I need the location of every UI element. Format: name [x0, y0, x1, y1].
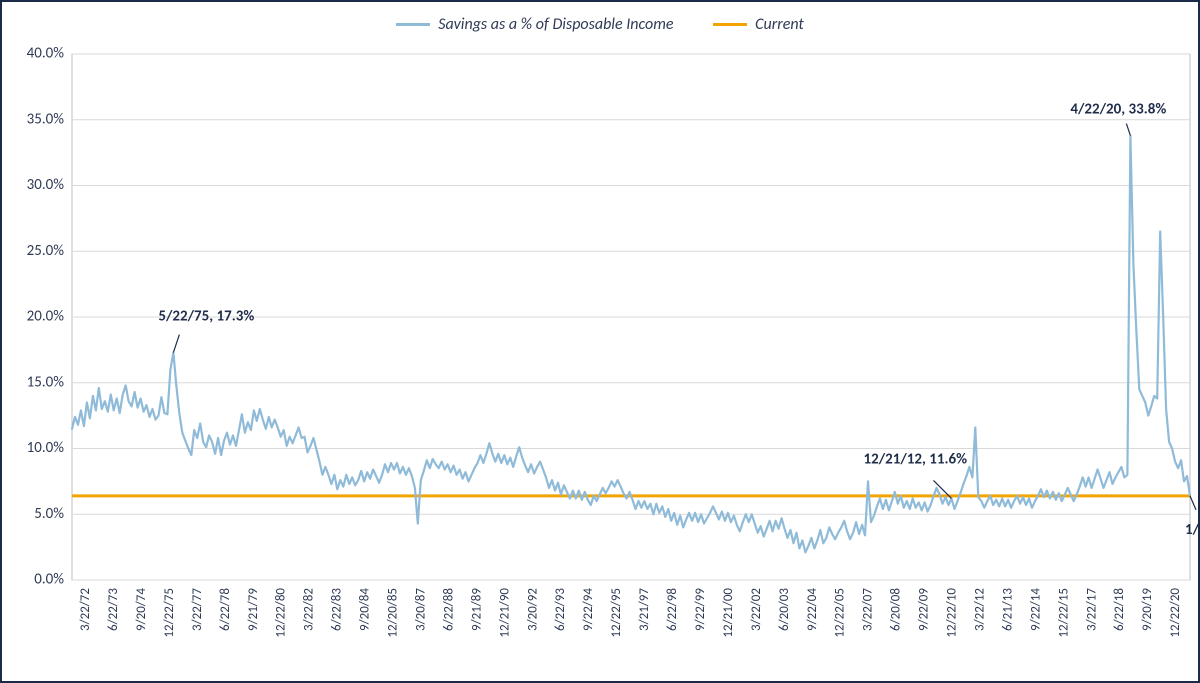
x-tick-label: 9/22/09: [917, 588, 932, 631]
x-tick-label: 6/22/88: [441, 588, 456, 631]
x-tick-label: 9/20/74: [134, 588, 149, 631]
x-tick-label: 12/22/15: [1056, 588, 1071, 638]
y-tick-label: 20.0%: [27, 308, 65, 326]
x-tick-label: 3/22/77: [190, 588, 205, 631]
legend-item-savings: Savings as a % of Disposable Income: [396, 15, 673, 34]
x-tick-label: 12/22/10: [945, 588, 960, 638]
y-tick-label: 40.0%: [27, 45, 65, 63]
chart-svg: 0.0% 5.0% 10.0% 15.0% 20.0% 25.0% 30.0% 35.0% 40…: [2, 2, 1198, 681]
x-tick-label: 6/22/93: [553, 588, 568, 631]
x-tick-label: 3/22/07: [861, 588, 876, 631]
x-tick-label: 9/20/19: [1140, 588, 1155, 631]
y-tick-label: 0.0%: [34, 571, 64, 589]
x-tick-label: 12/21/00: [721, 588, 736, 638]
x-tick-label: 6/22/18: [1112, 588, 1127, 631]
legend-swatch-savings: [396, 23, 430, 26]
annotation-label: 4/22/20, 33.8%: [1070, 101, 1166, 119]
annotation-label: 1/21/22, 6.4%: [1185, 521, 1198, 539]
legend-swatch-current: [713, 23, 747, 26]
x-tick-label: 12/22/20: [1168, 588, 1183, 638]
x-tick-label: 9/21/79: [246, 588, 261, 631]
x-tick-label: 6/22/83: [330, 588, 345, 631]
x-tick-label: 9/22/14: [1028, 588, 1043, 631]
x-tick-label: 3/22/02: [749, 588, 764, 631]
x-tick-label: 12/20/85: [386, 588, 401, 638]
x-tick-label: 3/22/12: [972, 588, 987, 631]
annotation-leader: [1126, 124, 1130, 136]
x-tick-label: 3/22/17: [1084, 588, 1099, 631]
x-tick-label: 12/22/95: [609, 588, 624, 638]
legend-label-savings: Savings as a % of Disposable Income: [438, 15, 673, 34]
legend-label-current: Current: [755, 15, 804, 34]
x-tick-label: 12/22/75: [162, 588, 177, 638]
legend-item-current: Current: [713, 15, 804, 34]
x-tick-label: 9/20/84: [358, 588, 373, 631]
x-tick-label: 6/20/08: [889, 588, 904, 631]
annotation-leader: [1190, 496, 1196, 510]
x-tick-label: 6/21/13: [1000, 588, 1015, 631]
x-tick-label: 9/22/94: [581, 588, 596, 631]
y-tick-label: 25.0%: [27, 242, 65, 260]
x-tick-label: 3/22/82: [302, 588, 317, 631]
x-tick-label: 9/21/89: [469, 588, 484, 631]
x-tick-label: 3/20/87: [413, 588, 428, 631]
series-savings-line: [72, 136, 1190, 553]
x-tick-label: 6/22/78: [218, 588, 233, 631]
legend: Savings as a % of Disposable Income Curr…: [2, 12, 1198, 34]
y-tick-label: 35.0%: [27, 110, 65, 128]
annotation-label: 5/22/75, 17.3%: [158, 308, 254, 326]
x-tick-label: 3/22/72: [78, 588, 93, 631]
annotation-label: 12/21/12, 11.6%: [863, 450, 967, 468]
x-tick-label: 9/22/99: [693, 588, 708, 631]
x-tick-label: 6/22/98: [665, 588, 680, 631]
x-tick-label: 12/21/90: [497, 588, 512, 638]
annotation-leader: [173, 335, 179, 353]
y-tick-label: 30.0%: [27, 176, 65, 194]
x-tick-label: 6/22/73: [106, 588, 121, 631]
y-tick-label: 15.0%: [27, 373, 65, 391]
x-tick-label: 12/22/05: [833, 588, 848, 638]
y-tick-label: 10.0%: [27, 439, 65, 457]
x-tick-label: 12/22/80: [274, 588, 289, 638]
x-tick-label: 6/20/03: [777, 588, 792, 631]
chart-frame: { "chart": { "type": "line", "background…: [0, 0, 1200, 683]
x-tick-label: 9/22/04: [805, 588, 820, 631]
x-tick-label: 3/21/97: [637, 588, 652, 631]
x-tick-label: 3/20/92: [525, 588, 540, 631]
y-tick-label: 5.0%: [34, 505, 64, 523]
